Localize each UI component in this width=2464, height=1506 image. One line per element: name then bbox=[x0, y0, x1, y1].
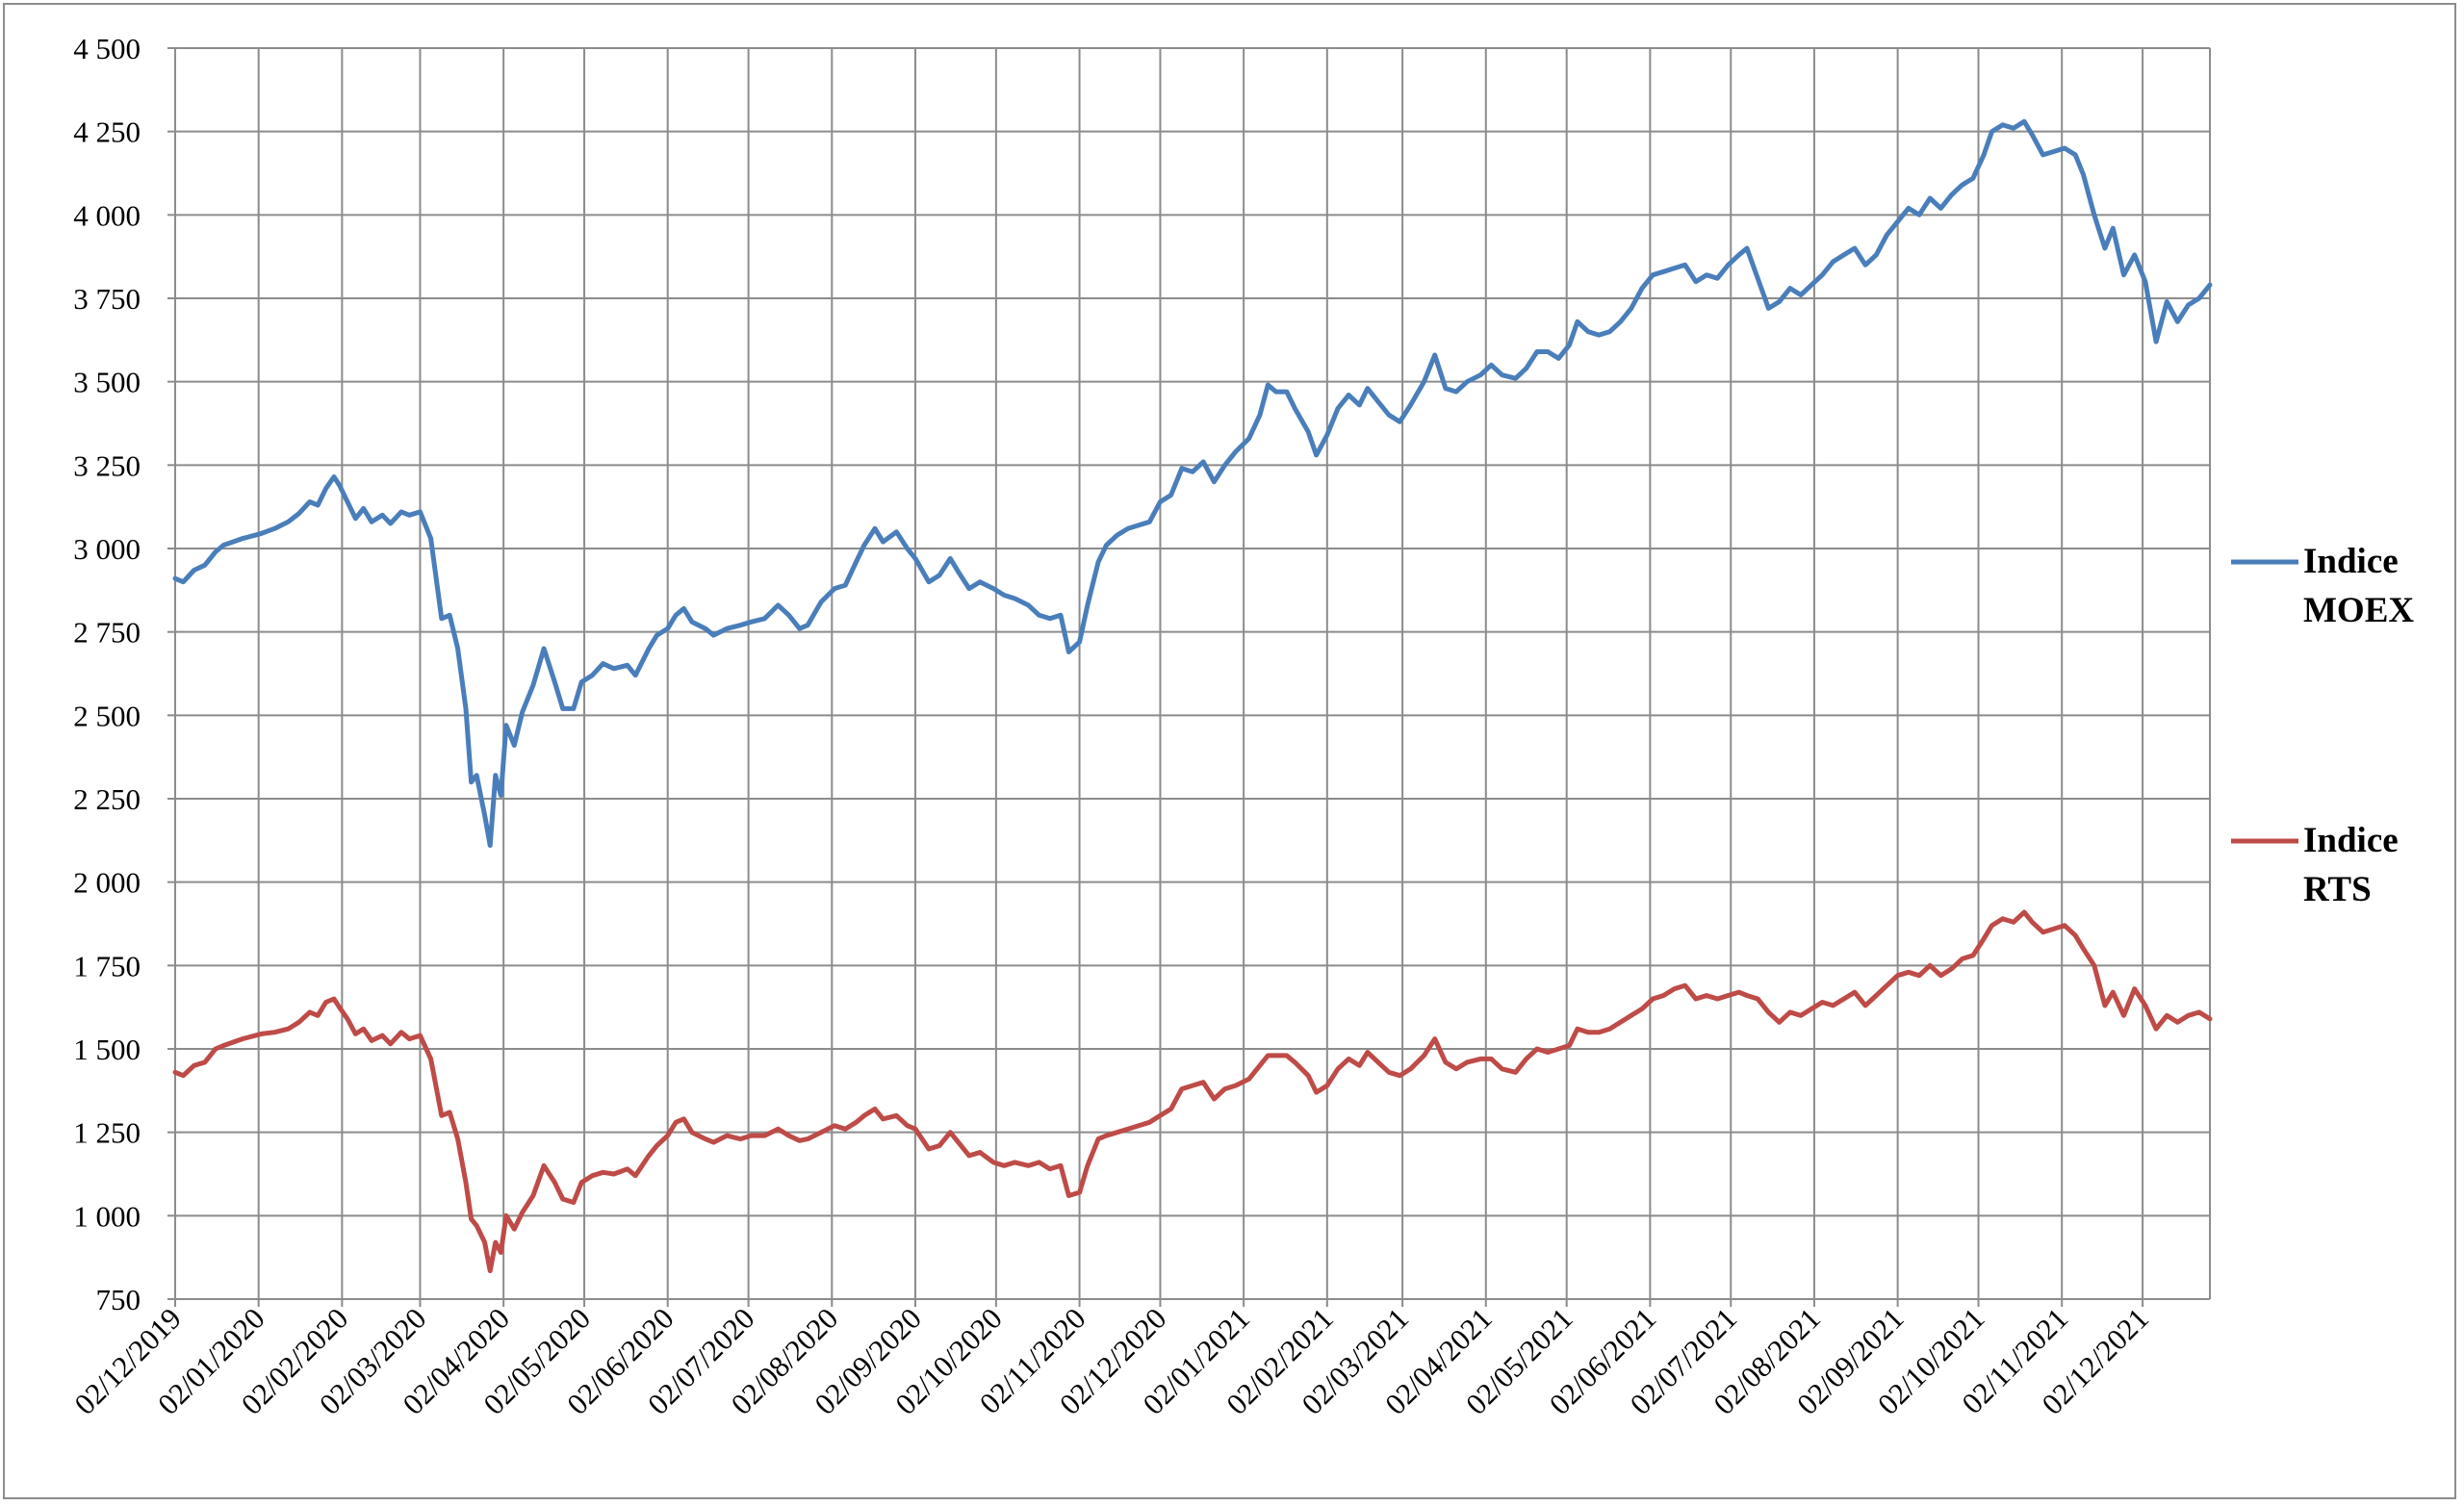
y-tick-label: 1 750 bbox=[73, 949, 141, 983]
legend-label: RTS bbox=[2303, 870, 2372, 909]
y-tick-label: 3 500 bbox=[73, 366, 141, 399]
y-tick-label: 2 250 bbox=[73, 782, 141, 816]
gridlines bbox=[167, 47, 2211, 1307]
legend: Indice MOEX Indice RTS bbox=[2231, 542, 2414, 909]
series-lines bbox=[172, 118, 2213, 1273]
y-tick-label: 4 500 bbox=[73, 32, 141, 65]
y-tick-label: 1 250 bbox=[73, 1116, 141, 1150]
y-tick-label: 1 000 bbox=[73, 1199, 141, 1233]
y-axis-tick-labels: 750 1 000 1 250 1 500 1 750 2 000 2 250 2 500 2 … bbox=[73, 32, 141, 1316]
y-tick-label: 3 250 bbox=[73, 448, 141, 482]
y-tick-label: 2 000 bbox=[73, 866, 141, 900]
chart-frame bbox=[3, 3, 2456, 1499]
y-tick-label: 3 750 bbox=[73, 282, 141, 316]
x-axis-tick-labels: 02/12/201902/01/202002/02/202002/03/2020… bbox=[67, 1301, 2155, 1421]
y-tick-label: 2 750 bbox=[73, 616, 141, 650]
legend-label: Indice bbox=[2303, 542, 2399, 581]
y-tick-label: 1 500 bbox=[73, 1033, 141, 1066]
series-line-moex bbox=[172, 118, 2213, 848]
y-tick-label: 4 250 bbox=[73, 115, 141, 149]
legend-label: MOEX bbox=[2303, 591, 2414, 630]
y-tick-label: 4 000 bbox=[73, 198, 141, 232]
y-tick-label: 3 000 bbox=[73, 532, 141, 566]
series-line-rts bbox=[172, 909, 2213, 1273]
y-tick-label: 2 500 bbox=[73, 699, 141, 732]
y-tick-label: 750 bbox=[96, 1283, 141, 1316]
legend-label: Indice bbox=[2303, 821, 2399, 860]
